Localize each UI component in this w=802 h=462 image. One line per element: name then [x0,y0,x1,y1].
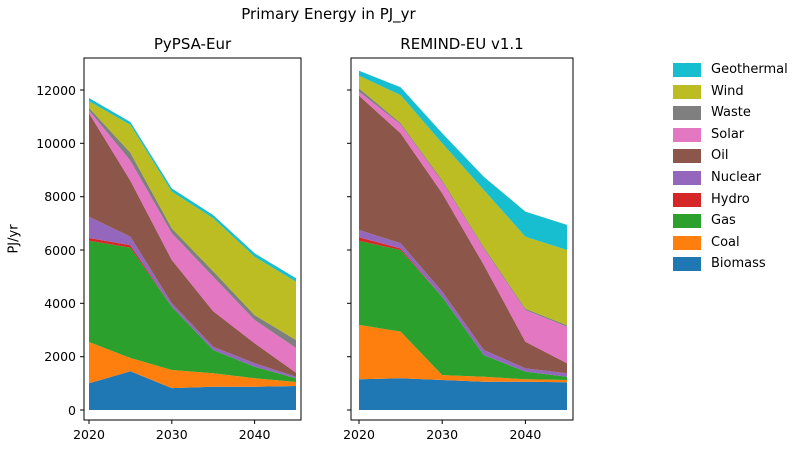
area-geothermal-1 [359,70,567,250]
y-tick-label: 6000 [44,242,76,258]
legend-label-hydro: Hydro [711,191,750,207]
figure-title: Primary Energy in PJ_yr [241,5,416,23]
y-tick-label: 8000 [44,189,76,205]
legend-label-geothermal: Geothermal [711,62,788,77]
y-axis-label: PJ/yr [6,224,22,254]
legend-swatch-hydro [673,192,701,207]
y-tick-label: 10000 [36,135,76,151]
legend-item-gas: Gas [673,213,788,229]
legend-item-oil: Oil [673,148,788,164]
subplot-title-remind-eu: REMIND-EU v1.1 [400,35,524,53]
legend-label-waste: Waste [711,105,751,121]
axes-frame-0 [83,57,302,421]
legend-swatch-oil [673,149,701,164]
legend-swatch-nuclear [673,170,701,185]
y-tick-label: 2000 [44,349,76,365]
legend-label-solar: Solar [711,126,745,142]
x-tick-label: 2040 [238,427,271,442]
x-tick-label: 2020 [73,427,105,442]
legend: Geothermal Wind Waste Solar Oil Nuclear … [673,63,788,272]
area-coal-0 [89,342,296,389]
area-biomass-0 [89,371,296,410]
legend-item-waste: Waste [673,105,788,121]
area-waste-0 [89,107,296,349]
y-tick-label: 12000 [36,82,76,98]
legend-swatch-solar [673,127,701,142]
legend-swatch-gas [673,214,701,229]
area-coal-1 [359,324,567,383]
legend-swatch-biomass [673,257,701,272]
legend-label-biomass: Biomass [711,256,766,272]
area-gas-1 [359,240,567,380]
area-wind-0 [89,101,296,340]
legend-item-biomass: Biomass [673,256,788,272]
legend-item-wind: Wind [673,83,788,99]
area-wind-1 [359,75,567,326]
legend-label-coal: Coal [711,234,740,250]
area-oil-1 [359,95,567,374]
legend-item-nuclear: Nuclear [673,169,788,185]
area-solar-1 [359,91,567,364]
x-tick-label: 2040 [509,427,542,442]
x-tick-label: 2030 [155,427,188,442]
legend-item-solar: Solar [673,126,788,142]
legend-item-hydro: Hydro [673,191,788,207]
x-tick-label: 2030 [426,427,459,442]
legend-item-coal: Coal [673,234,788,250]
x-tick-label: 2020 [343,427,375,442]
subplot-title-pypsa-eur: PyPSA-Eur [153,35,232,53]
axes-frame-1 [350,57,574,421]
legend-swatch-waste [673,106,701,121]
y-tick-label: 0 [68,402,76,418]
area-solar-0 [89,110,296,373]
area-gas-0 [89,240,296,382]
legend-label-wind: Wind [711,83,744,99]
y-tick-label: 4000 [44,295,76,311]
legend-label-nuclear: Nuclear [711,169,762,185]
legend-swatch-coal [673,235,701,250]
legend-label-oil: Oil [711,148,729,164]
legend-label-gas: Gas [711,213,736,229]
legend-item-geothermal: Geothermal [673,63,788,77]
legend-swatch-geothermal [673,63,701,77]
area-biomass-1 [359,378,567,410]
area-nuclear-0 [89,216,296,379]
area-oil-0 [89,113,296,377]
legend-swatch-wind [673,84,701,99]
